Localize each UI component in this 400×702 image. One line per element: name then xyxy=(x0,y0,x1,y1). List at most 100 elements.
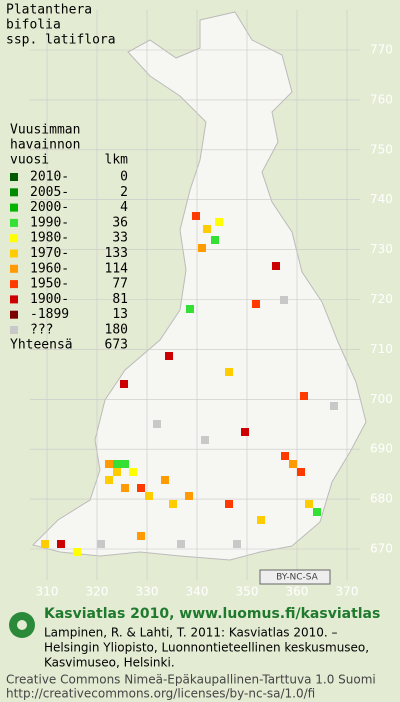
record-cell xyxy=(145,492,153,500)
east-label: 360 xyxy=(286,585,309,599)
north-label: 770 xyxy=(370,43,393,57)
legend-count: 4 xyxy=(120,200,128,215)
record-cell xyxy=(169,500,177,508)
north-label: 690 xyxy=(370,442,393,456)
license-badge: BY-NC-SA xyxy=(259,569,331,585)
record-cell xyxy=(105,460,113,468)
legend-label: 2000- xyxy=(30,200,69,215)
legend-count: 33 xyxy=(112,231,128,246)
record-cell xyxy=(201,436,209,444)
legend-swatch xyxy=(10,173,18,181)
record-cell xyxy=(252,300,260,308)
record-cell xyxy=(161,476,169,484)
record-cell xyxy=(165,352,173,360)
east-label: 330 xyxy=(136,585,159,599)
record-cell xyxy=(121,460,129,468)
legend-label: 1900- xyxy=(30,292,69,307)
east-label: 340 xyxy=(186,585,209,599)
legend-count: 133 xyxy=(105,246,128,261)
legend-count: 77 xyxy=(112,277,128,292)
record-cell xyxy=(57,540,65,548)
legend-total-label: Yhteensä xyxy=(10,338,73,353)
record-cell xyxy=(215,218,223,226)
record-cell xyxy=(97,540,105,548)
east-label: 310 xyxy=(36,585,59,599)
record-cell xyxy=(113,460,121,468)
record-cell xyxy=(177,540,185,548)
legend-swatch xyxy=(10,280,18,289)
legend-label: 1950- xyxy=(30,277,69,292)
record-cell xyxy=(120,380,128,388)
legend-swatch xyxy=(10,326,18,334)
legend-total: 673 xyxy=(105,338,128,353)
record-cell xyxy=(137,484,145,492)
north-label: 740 xyxy=(370,192,393,206)
title-line: bifolia xyxy=(6,18,61,33)
north-label: 750 xyxy=(370,142,393,156)
north-label: 700 xyxy=(370,392,393,406)
legend-swatch xyxy=(10,310,18,319)
record-cell xyxy=(113,468,121,476)
record-cell xyxy=(225,500,233,508)
footer: Kasviatlas 2010, www.luomus.fi/kasviatla… xyxy=(6,606,380,701)
legend-swatch xyxy=(10,203,18,212)
record-cell xyxy=(313,508,321,516)
license-line: Creative Commons Nimeä-Epäkaupallinen-Ta… xyxy=(6,673,376,687)
legend-label: 1970- xyxy=(30,246,69,261)
record-cell xyxy=(121,484,129,492)
citation-line: Kasvimuseo, Helsinki. xyxy=(44,656,175,670)
legend-swatch xyxy=(10,295,18,304)
record-cell xyxy=(211,236,219,244)
record-cell xyxy=(225,368,233,376)
record-cell xyxy=(203,225,211,233)
legend-count: 0 xyxy=(120,170,128,185)
record-cell xyxy=(41,540,49,548)
record-cell xyxy=(198,244,206,252)
record-cell xyxy=(281,452,289,460)
record-cell xyxy=(330,402,338,410)
record-cell xyxy=(300,392,308,400)
record-cell xyxy=(233,540,241,548)
record-cell xyxy=(153,420,161,428)
record-cell xyxy=(186,305,194,313)
legend-swatch xyxy=(10,188,18,197)
legend-heading: vuosi xyxy=(10,153,49,168)
badge-text: BY-NC-SA xyxy=(276,573,319,583)
legend-swatch xyxy=(10,234,18,243)
legend-swatch xyxy=(10,218,18,227)
license-line: http://creativecommons.org/licenses/by-n… xyxy=(6,687,315,701)
north-label: 710 xyxy=(370,342,393,356)
record-cell xyxy=(192,212,200,220)
legend-count: 36 xyxy=(112,215,128,230)
citation-line: Helsingin Yliopisto, Luonnontieteellinen… xyxy=(44,641,369,655)
title-line: ssp. latiflora xyxy=(6,33,116,48)
record-cell xyxy=(297,468,305,476)
north-label: 730 xyxy=(370,242,393,256)
record-cells xyxy=(41,212,338,556)
legend-count: 2 xyxy=(120,185,128,200)
title-line: Platanthera xyxy=(6,3,92,18)
legend-count: 114 xyxy=(105,261,129,276)
north-label: 720 xyxy=(370,292,393,306)
record-cell xyxy=(73,548,81,556)
record-cell xyxy=(280,296,288,304)
legend-label: 1990- xyxy=(30,215,69,230)
legend-count: 180 xyxy=(105,323,128,338)
record-cell xyxy=(257,516,265,524)
brand: Kasviatlas 2010, www.luomus.fi/kasviatla… xyxy=(44,606,380,622)
legend-label: 1980- xyxy=(30,231,69,246)
legend-count-heading: lkm xyxy=(105,153,129,168)
record-cell xyxy=(272,262,280,270)
citation-line: Lampinen, R. & Lahti, T. 2011: Kasviatla… xyxy=(44,626,338,640)
north-label: 670 xyxy=(370,542,393,556)
legend-swatch xyxy=(10,264,18,273)
north-label: 760 xyxy=(370,92,393,106)
badge-box xyxy=(259,569,331,585)
finland-outline xyxy=(32,11,367,561)
record-cell xyxy=(289,460,297,468)
legend-heading: Vuusimman xyxy=(10,123,80,138)
